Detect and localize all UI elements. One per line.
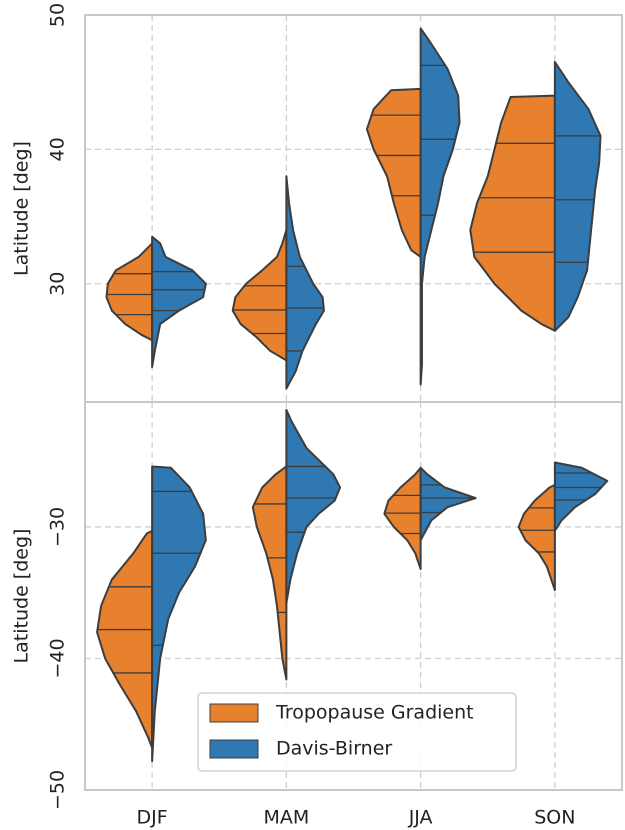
legend-box [197, 692, 517, 772]
violin-half [419, 27, 461, 386]
y-tick-label: 30 [47, 272, 69, 296]
y-tick-label: 40 [47, 137, 69, 161]
violin-half [151, 465, 207, 763]
violin-half [553, 461, 609, 532]
violin-half [553, 61, 602, 332]
y-axis-label: Latitude [deg] [11, 529, 33, 664]
violin-half [96, 529, 154, 749]
violin-half [419, 466, 477, 542]
violin-half [383, 466, 422, 571]
violin-half [251, 465, 288, 681]
violin-half [365, 87, 422, 258]
violin-half [517, 483, 556, 592]
legend: Tropopause Gradient Davis-Birner [197, 692, 517, 772]
violin-half [285, 175, 325, 390]
legend-label: Tropopause Gradient [275, 702, 474, 724]
violin-half [231, 229, 288, 362]
y-tick-label: −40 [47, 638, 69, 678]
legend-swatch [209, 703, 259, 723]
y-tick-label: −30 [47, 507, 69, 547]
y-axis-label: Latitude [deg] [11, 141, 33, 276]
legend-swatch [209, 739, 259, 759]
legend-label: Davis-Birner [276, 738, 392, 760]
violin-half [151, 235, 207, 369]
y-tick-label: −50 [47, 770, 69, 810]
violin-half [469, 94, 556, 332]
panel-frame [84, 401, 623, 791]
violin-half [105, 242, 154, 342]
violin-half [285, 408, 342, 605]
x-tick-label: MAM [263, 807, 309, 829]
x-tick-label: DJF [137, 807, 168, 829]
y-tick-label: 50 [47, 3, 69, 27]
x-tick-label: JJA [408, 807, 433, 829]
x-tick-label: SON [534, 807, 575, 829]
